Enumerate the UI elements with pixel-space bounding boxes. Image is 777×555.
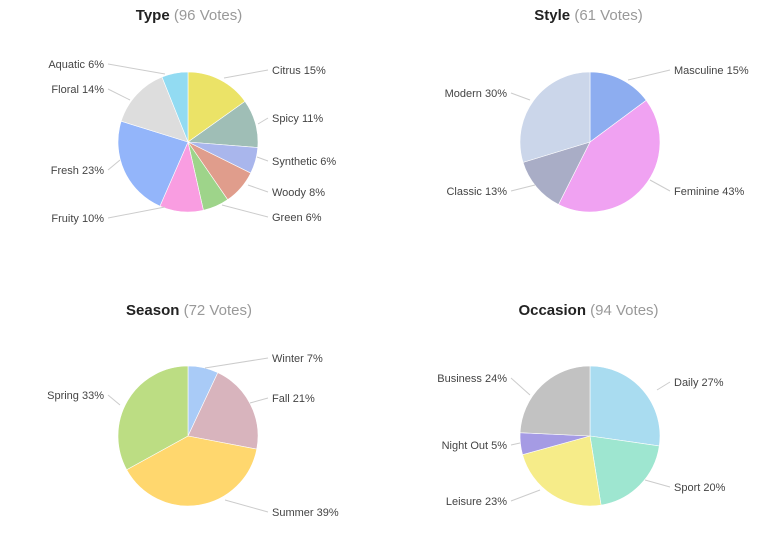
chart-title-main: Occasion	[518, 302, 586, 319]
leader-line	[107, 394, 121, 406]
pie-slices	[117, 71, 259, 213]
leader-line	[257, 117, 269, 125]
slice-label: Winter 7%	[272, 353, 323, 365]
pie-svg: Winter 7% Fall 21% Summer 39% Spring 33%	[47, 353, 339, 519]
chart-title: Season (72 Votes)	[0, 302, 378, 320]
pie-slice-sport[interactable]	[589, 435, 660, 506]
pie-labels: Masculine 15% Feminine 43% Classic 13% Mode…	[445, 65, 749, 198]
leader-line	[223, 69, 269, 79]
slice-label: Fall 21%	[272, 393, 315, 405]
pie-slice-fresh[interactable]	[117, 120, 189, 207]
pie-slice-daily[interactable]	[589, 365, 661, 447]
leader-line	[107, 206, 166, 219]
leader-line	[224, 499, 269, 513]
slice-label: Daily 27%	[674, 377, 724, 389]
chart-title-votes: (96 Votes)	[173, 7, 243, 24]
pie-svg: Daily 27% Sport 20% Leisure 23% Night Out 5…	[437, 365, 726, 508]
leader-line	[649, 179, 671, 192]
pie-slice-summer[interactable]	[126, 435, 258, 507]
chart-title-votes: (72 Votes)	[183, 302, 252, 319]
pie-slice-floral[interactable]	[120, 76, 189, 143]
chart-style: Style (61 Votes) Masculine 15% Feminine 4…	[400, 0, 777, 260]
slice-label: Woody 8%	[272, 187, 325, 199]
slice-label: Aquatic 6%	[48, 59, 104, 71]
pie-slice-fall[interactable]	[187, 372, 259, 450]
leader-line	[644, 479, 671, 488]
pie-slices	[519, 71, 661, 213]
leader-line	[107, 88, 131, 101]
pie-svg: Masculine 15% Feminine 43% Classic 13% Mode…	[445, 65, 749, 213]
pie-slice-leisure[interactable]	[522, 435, 602, 507]
slice-label: Sport 20%	[674, 482, 726, 494]
leader-line	[247, 184, 269, 193]
chart-season: Season (72 Votes) Winter 7% Fall 21% Summe…	[0, 295, 378, 555]
leader-line	[221, 204, 269, 218]
slice-label: Synthetic 6%	[272, 156, 336, 168]
slice-label: Business 24%	[437, 373, 507, 385]
slice-label: Citrus 15%	[272, 65, 326, 77]
leader-line	[204, 357, 269, 369]
pie-slice-modern[interactable]	[519, 71, 591, 163]
leader-line	[656, 381, 671, 391]
chart-title: Type (96 Votes)	[0, 7, 378, 25]
pie-slice-aquatic[interactable]	[161, 71, 189, 143]
pie-labels: Citrus 15% Spicy 11% Synthetic 6% Woody 8% G…	[48, 59, 336, 225]
leader-line	[249, 397, 269, 404]
slice-label: Masculine 15%	[674, 65, 749, 77]
pie-slice-masculine[interactable]	[589, 71, 647, 143]
slice-label: Floral 14%	[51, 84, 104, 96]
chart-type: Type (96 Votes) Citrus 15% Spicy 11% Synth…	[0, 0, 378, 260]
slice-label: Summer 39%	[272, 507, 339, 519]
leader-line	[627, 69, 671, 81]
leader-line	[510, 184, 536, 192]
leader-line	[510, 442, 521, 446]
pie-slices	[117, 365, 259, 507]
chart-title-main: Style	[534, 7, 571, 24]
leader-line	[510, 489, 541, 502]
leader-line	[107, 63, 166, 75]
slice-label: Leisure 23%	[446, 496, 507, 508]
leader-line	[256, 156, 269, 162]
slice-label: Fresh 23%	[51, 165, 104, 177]
chart-title: Style (61 Votes)	[400, 7, 777, 25]
chart-title-main: Type	[135, 7, 170, 24]
pie-slice-classic[interactable]	[522, 141, 591, 205]
chart-occasion: Occasion (94 Votes) Daily 27% Sport 20% Le…	[400, 295, 777, 555]
chart-title-votes: (61 Votes)	[574, 7, 643, 24]
pie-svg: Citrus 15% Spicy 11% Synthetic 6% Woody 8% G…	[48, 59, 336, 225]
slice-label: Modern 30%	[445, 88, 508, 100]
leader-line	[107, 159, 121, 171]
leader-line	[510, 377, 531, 396]
slice-label: Classic 13%	[446, 186, 507, 198]
slice-label: Fruity 10%	[51, 213, 104, 225]
slice-label: Feminine 43%	[674, 186, 745, 198]
pie-labels: Winter 7% Fall 21% Summer 39% Spring 33%	[47, 353, 339, 519]
pie-slice-business[interactable]	[519, 365, 591, 437]
leader-line	[510, 92, 531, 101]
chart-title-main: Season	[126, 302, 180, 319]
slice-label: Night Out 5%	[442, 440, 508, 452]
slice-label: Spring 33%	[47, 390, 104, 402]
pie-slice-feminine[interactable]	[558, 99, 661, 213]
pie-slice-citrus[interactable]	[187, 71, 246, 143]
pie-slices	[519, 365, 661, 507]
slice-label: Green 6%	[272, 212, 322, 224]
chart-title: Occasion (94 Votes)	[400, 302, 777, 320]
pie-slice-spring[interactable]	[117, 365, 189, 471]
pie-labels: Daily 27% Sport 20% Leisure 23% Night Out 5…	[437, 373, 725, 508]
slice-label: Spicy 11%	[272, 113, 323, 125]
chart-title-votes: (94 Votes)	[590, 302, 659, 319]
